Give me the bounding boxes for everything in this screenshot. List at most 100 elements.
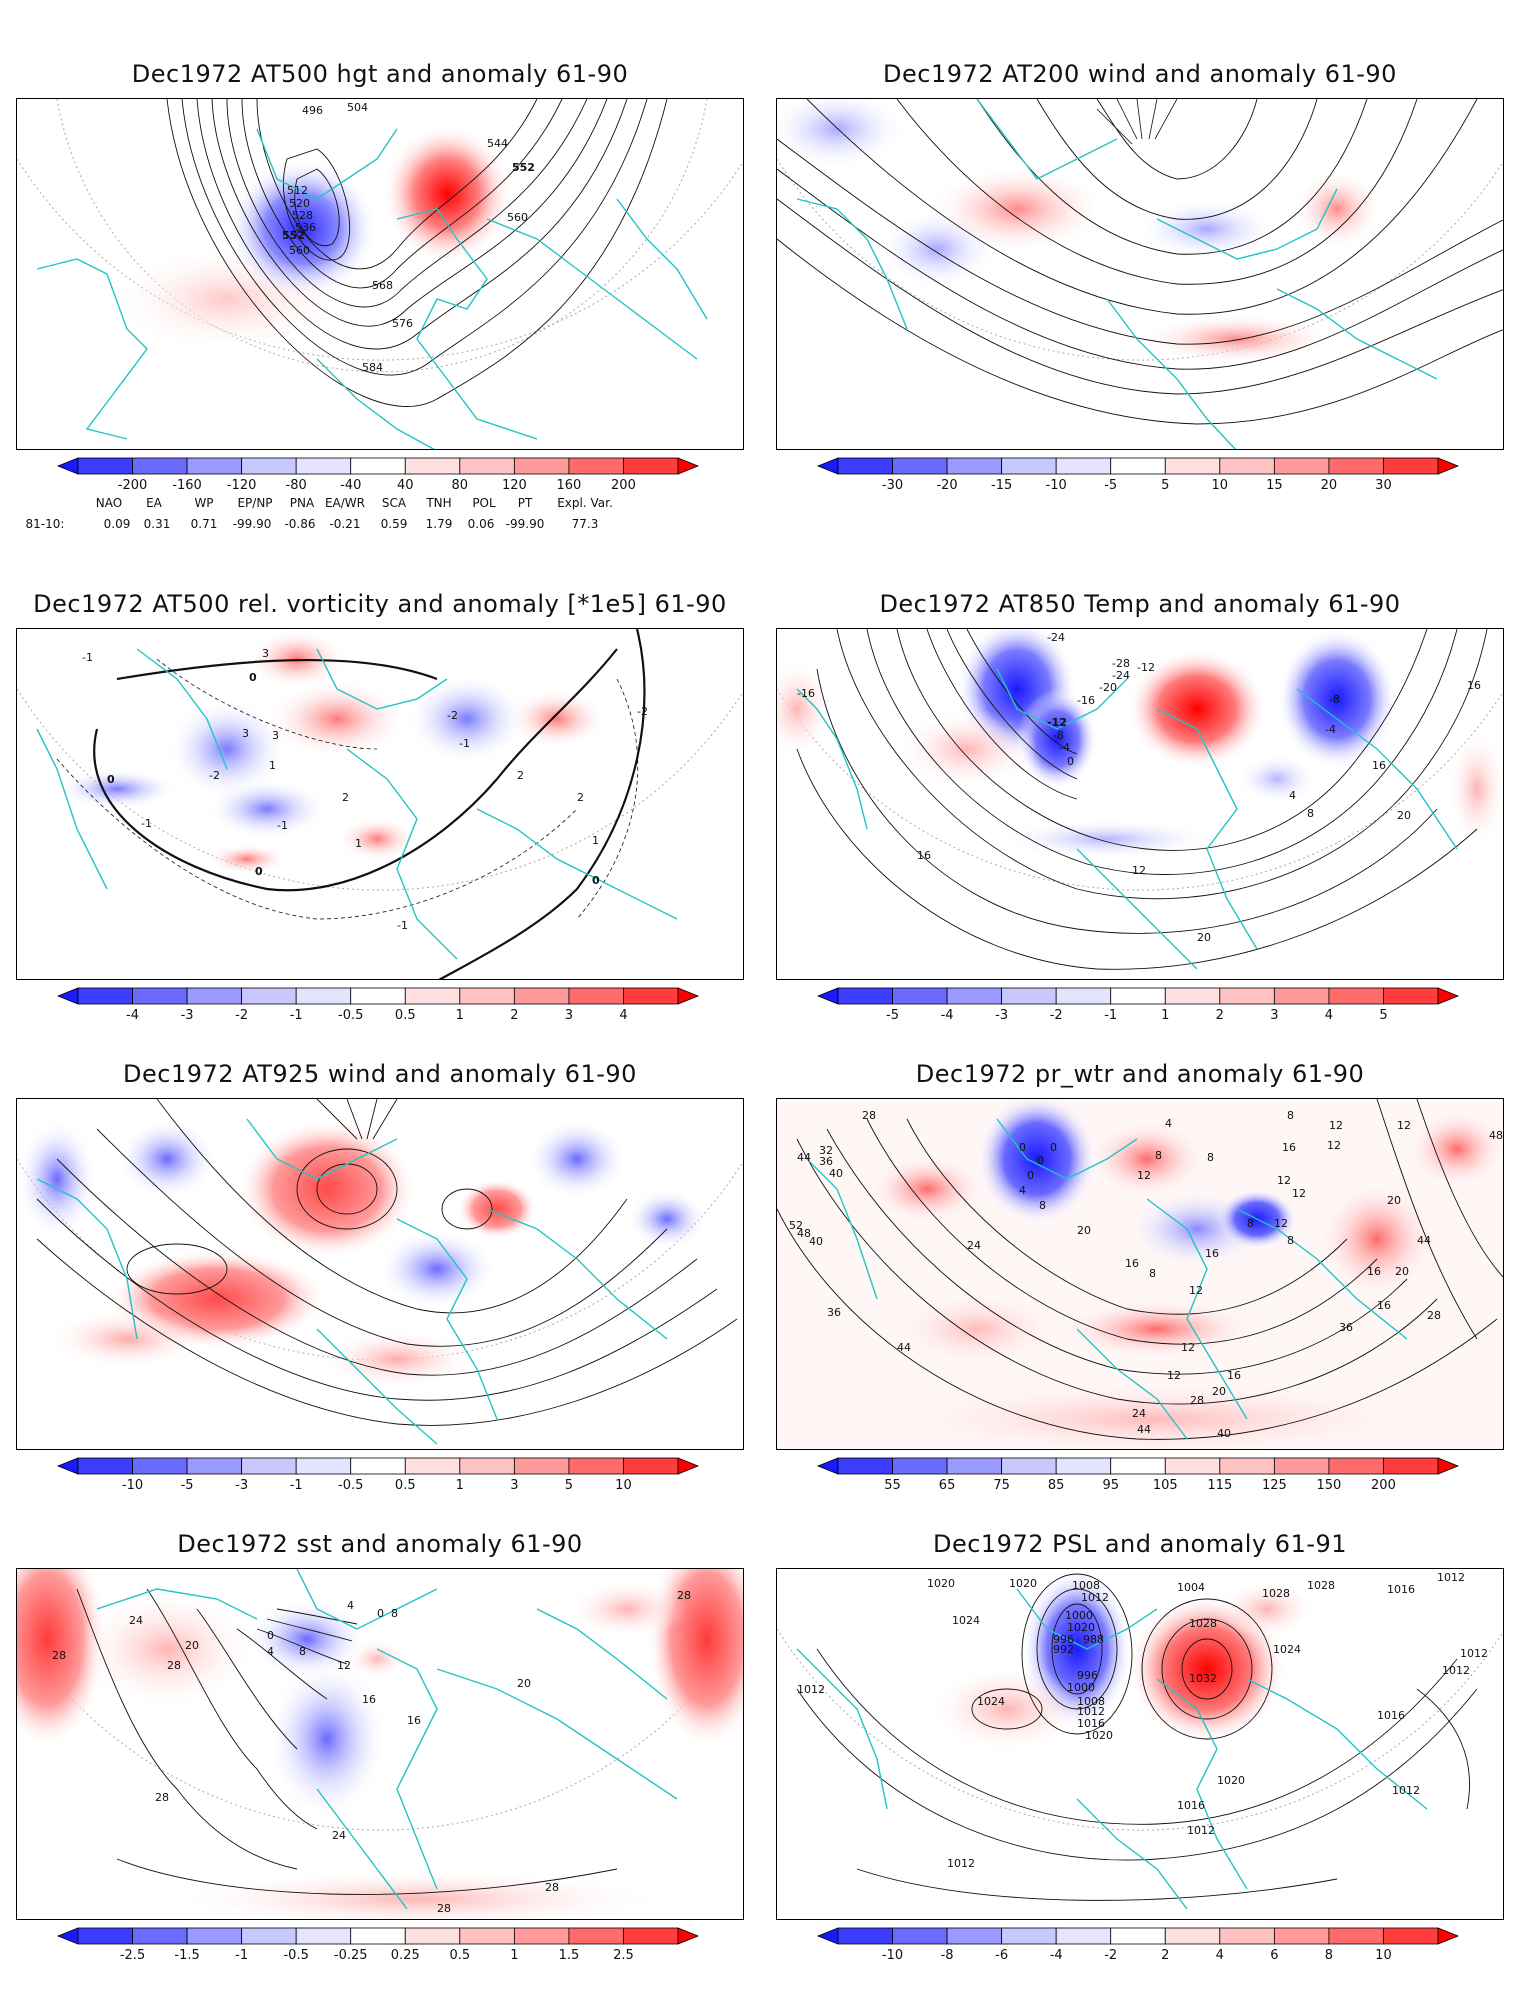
svg-text:16: 16	[1467, 679, 1481, 692]
colorbar-svg	[816, 987, 1460, 1005]
svg-text:1028: 1028	[1262, 1587, 1290, 1600]
svg-text:560: 560	[507, 211, 528, 224]
colorbar-tick-label: 1	[1161, 1008, 1170, 1023]
colorbar-max-arrow	[1437, 987, 1460, 1005]
colorbar-swatch	[837, 1927, 893, 1945]
colorbar-svg	[56, 1927, 700, 1945]
svg-text:16: 16	[407, 1714, 421, 1727]
map-plot: -1 0 3 3 3 -2 1 -2 -1 2 2 -1 1 0 -1 0 2 …	[16, 628, 744, 980]
svg-text:584: 584	[362, 361, 383, 374]
colorbar-tick-label: 10	[615, 1478, 632, 1493]
svg-text:1008: 1008	[1072, 1579, 1100, 1592]
colorbar-tick-label: 20	[1320, 478, 1338, 493]
svg-text:4: 4	[267, 1645, 274, 1658]
svg-text:1020: 1020	[1217, 1774, 1245, 1787]
colorbar-min-arrow	[56, 1927, 79, 1945]
svg-text:-4: -4	[1325, 723, 1336, 736]
svg-text:1032: 1032	[1189, 1672, 1217, 1685]
svg-text:8: 8	[1207, 1151, 1214, 1164]
map-plot: 28 44 32 36 40 52 48 40 0 0 0 0 4 8 4 8 …	[776, 1098, 1504, 1450]
svg-text:996: 996	[1077, 1669, 1098, 1682]
map-plot	[776, 98, 1504, 450]
colorbar-swatch	[1164, 457, 1221, 475]
colorbar-tick-label: 85	[1047, 1478, 1065, 1493]
colorbar-tick-label: 10	[1375, 1948, 1392, 1963]
colorbar	[816, 1927, 1460, 1945]
svg-text:520: 520	[289, 197, 310, 210]
svg-text:1020: 1020	[1067, 1621, 1095, 1634]
tele-row-label: 81-10:	[25, 517, 65, 531]
tele-epnp: EP/NP	[237, 496, 273, 510]
colorbar-swatch	[946, 457, 1003, 475]
svg-text:552: 552	[282, 229, 305, 242]
map-svg: -1 0 3 3 3 -2 1 -2 -1 2 2 -1 1 0 -1 0 2 …	[17, 629, 743, 979]
teleconnection-values: 81-10: 0.09 0.31 0.71 -99.90 -0.86 -0.21…	[0, 517, 760, 533]
svg-text:992: 992	[1053, 1643, 1074, 1656]
colorbar	[56, 987, 700, 1005]
tele-pna: PNA	[289, 496, 315, 510]
panel-prwtr: Dec1972 pr_wtr and anomaly 61-90	[760, 1000, 1520, 1500]
svg-text:8: 8	[1307, 807, 1314, 820]
colorbar-tick-label: 6	[1270, 1948, 1279, 1963]
tele-pt: PT	[517, 496, 533, 510]
colorbar-tick-label: 120	[501, 478, 527, 493]
colorbar-tick-label: -0.5	[338, 1478, 364, 1493]
svg-text:-24: -24	[1112, 669, 1130, 682]
colorbar-tick-label: 105	[1152, 1478, 1178, 1493]
svg-text:4: 4	[1165, 1117, 1172, 1130]
svg-text:16: 16	[1125, 1257, 1139, 1270]
svg-text:20: 20	[1395, 1265, 1409, 1278]
teleconnection-names: NAO EA WP EP/NP PNA EA/WR SCA TNH POL PT…	[0, 496, 760, 512]
colorbar-tick-label: 5	[1161, 478, 1170, 493]
svg-text:1012: 1012	[1442, 1664, 1470, 1677]
colorbar-tick-label: 15	[1266, 478, 1283, 493]
svg-text:24: 24	[129, 1614, 143, 1627]
colorbar-swatch	[77, 1927, 133, 1945]
svg-text:16: 16	[1205, 1247, 1219, 1260]
svg-text:2: 2	[517, 769, 524, 782]
colorbar-tick-label: 55	[884, 1478, 901, 1493]
map-svg: 28 24 28 20 0 4 8 12 16 0 8 4 28 20 16 2…	[17, 1569, 743, 1919]
colorbar-tick-label: -3	[180, 1008, 194, 1023]
colorbar-tick-label: 95	[1102, 1478, 1119, 1493]
colorbar-tick-label: -10	[121, 1478, 144, 1493]
svg-text:512: 512	[287, 184, 308, 197]
svg-text:-4: -4	[1059, 741, 1070, 754]
colorbar-swatch	[132, 457, 188, 475]
colorbar-tick-label: -10	[881, 1948, 904, 1963]
colorbar-swatch	[1383, 457, 1439, 475]
panel-title: Dec1972 AT500 rel. vorticity and anomaly…	[33, 590, 727, 618]
colorbar-max-arrow	[677, 987, 700, 1005]
svg-text:1012: 1012	[1460, 1647, 1488, 1660]
svg-text:28: 28	[52, 1649, 66, 1662]
svg-text:1016: 1016	[1077, 1717, 1105, 1730]
svg-text:12: 12	[1329, 1119, 1343, 1132]
svg-text:536: 536	[295, 221, 316, 234]
svg-text:1012: 1012	[947, 1857, 975, 1870]
svg-text:16: 16	[1377, 1299, 1391, 1312]
colorbar-tick-label: -4	[1049, 1948, 1063, 1963]
svg-text:16: 16	[1282, 1141, 1296, 1154]
colorbar-tick-label: -1	[289, 1008, 303, 1023]
colorbar-min-arrow	[816, 1927, 839, 1945]
svg-text:44: 44	[897, 1341, 911, 1354]
map-plot: -24 -28 -24 -20 -16 -12 -16 -12 -8 -4 0 …	[776, 628, 1504, 980]
tele-pt-value: -99.90	[505, 517, 545, 531]
svg-text:28: 28	[155, 1791, 169, 1804]
colorbar-tick-label: -1	[1104, 1008, 1118, 1023]
svg-text:0: 0	[1067, 755, 1074, 768]
svg-text:20: 20	[517, 1677, 531, 1690]
colorbar-swatch	[1219, 1927, 1275, 1945]
svg-text:12: 12	[1189, 1284, 1203, 1297]
map-plot: 496 504 512 520 528 536 544 552 552 560 …	[16, 98, 744, 450]
panel-title: Dec1972 AT200 wind and anomaly 61-90	[883, 60, 1397, 88]
colorbar-tick-label: 0.5	[394, 1008, 416, 1023]
svg-text:3: 3	[242, 727, 249, 740]
svg-text:0: 0	[255, 865, 263, 878]
svg-text:8: 8	[1155, 1149, 1162, 1162]
tele-explvar-value: 77.3	[571, 517, 599, 531]
svg-text:24: 24	[332, 1829, 346, 1842]
colorbar-max-arrow	[677, 1457, 700, 1475]
colorbar-swatch	[1001, 1927, 1057, 1945]
svg-text:1: 1	[355, 837, 362, 850]
